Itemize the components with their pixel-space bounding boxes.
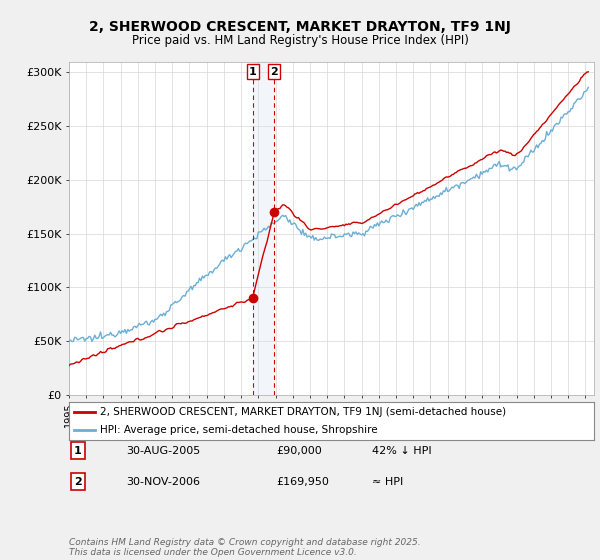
Text: 1: 1: [249, 67, 256, 77]
Text: 30-NOV-2006: 30-NOV-2006: [126, 477, 200, 487]
Bar: [253, 62, 274, 395]
Text: Price paid vs. HM Land Registry's House Price Index (HPI): Price paid vs. HM Land Registry's House …: [131, 34, 469, 46]
Text: 2: 2: [270, 67, 278, 77]
Text: Contains HM Land Registry data © Crown copyright and database right 2025.
This d: Contains HM Land Registry data © Crown c…: [69, 538, 421, 557]
Text: ≈ HPI: ≈ HPI: [372, 477, 403, 487]
Text: 1: 1: [74, 446, 82, 456]
Text: £169,950: £169,950: [276, 477, 329, 487]
Text: £90,000: £90,000: [276, 446, 322, 456]
Text: 2: 2: [74, 477, 82, 487]
Text: 2, SHERWOOD CRESCENT, MARKET DRAYTON, TF9 1NJ: 2, SHERWOOD CRESCENT, MARKET DRAYTON, TF…: [89, 20, 511, 34]
Text: HPI: Average price, semi-detached house, Shropshire: HPI: Average price, semi-detached house,…: [101, 425, 378, 435]
Text: 2, SHERWOOD CRESCENT, MARKET DRAYTON, TF9 1NJ (semi-detached house): 2, SHERWOOD CRESCENT, MARKET DRAYTON, TF…: [101, 407, 506, 417]
Text: 42% ↓ HPI: 42% ↓ HPI: [372, 446, 431, 456]
Text: 30-AUG-2005: 30-AUG-2005: [126, 446, 200, 456]
